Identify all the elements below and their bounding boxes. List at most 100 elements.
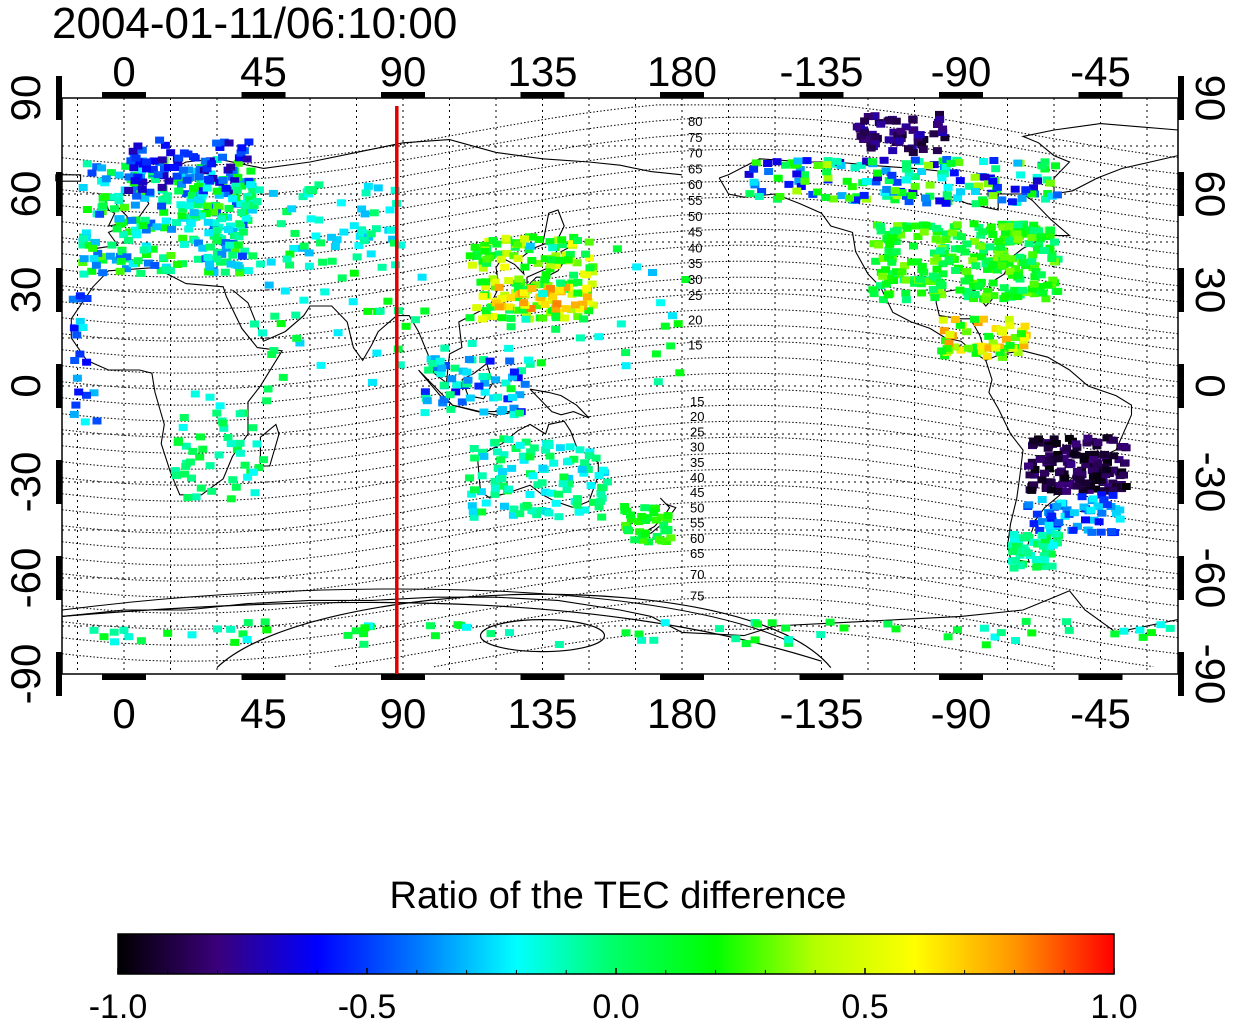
tec-pixel — [502, 249, 512, 257]
tec-pixel — [979, 247, 989, 254]
mag-contour — [61, 104, 1179, 166]
tec-pixel — [435, 357, 445, 365]
coastline — [529, 388, 590, 419]
tec-pixel — [178, 423, 188, 431]
tec-pixel — [496, 408, 506, 415]
tec-pixel — [1052, 502, 1062, 510]
polar-contour — [61, 588, 791, 643]
frame-tick-top — [102, 92, 146, 98]
tec-pixel — [114, 171, 124, 179]
tec-pixel — [580, 506, 590, 514]
tec-pixel — [1008, 255, 1018, 263]
tec-pixel — [908, 149, 918, 156]
tec-pixel — [217, 250, 227, 258]
tec-pixel — [219, 424, 229, 432]
tec-pixel — [333, 329, 343, 337]
tec-pixel — [893, 131, 903, 139]
tec-pixel — [584, 238, 594, 246]
tec-pixel — [482, 259, 491, 267]
frame-tick-bottom — [799, 674, 844, 680]
tec-pixel — [144, 259, 153, 267]
tec-pixel — [891, 248, 901, 256]
tec-pixel — [1019, 333, 1029, 341]
tec-pixel — [1083, 434, 1093, 442]
tec-pixel — [1013, 159, 1023, 167]
tec-pixel — [282, 255, 292, 263]
tec-pixel — [529, 444, 539, 452]
tec-pixel — [1096, 476, 1106, 484]
tec-pixel — [349, 222, 359, 230]
tec-pixel — [430, 632, 440, 640]
tec-pixel — [901, 276, 911, 284]
tec-pixel — [640, 530, 650, 538]
tec-pixel — [932, 265, 942, 273]
tec-pixel — [925, 181, 935, 189]
tec-pixel — [153, 171, 163, 179]
tec-pixel — [513, 240, 522, 248]
tec-pixel — [955, 286, 965, 294]
tec-pixel — [1012, 543, 1021, 550]
tec-pixel — [964, 182, 974, 190]
tec-pixel — [1004, 259, 1014, 267]
tec-pixel — [1077, 493, 1087, 501]
tec-pixel — [500, 263, 510, 271]
tec-pixel — [891, 625, 901, 633]
tec-pixel — [1053, 488, 1063, 495]
tec-pixel — [481, 307, 491, 315]
tec-pixel — [885, 240, 895, 248]
tec-pixel — [860, 129, 869, 137]
tec-pixel — [506, 385, 516, 393]
tec-pixel — [1062, 444, 1072, 452]
tec-pixel — [88, 244, 98, 252]
tec-pixel — [919, 136, 929, 143]
tec-pixel — [1024, 462, 1033, 470]
tec-pixel — [681, 276, 691, 283]
mag-contour — [61, 212, 1179, 278]
tec-pixel — [178, 205, 188, 213]
tec-pixel — [276, 320, 286, 328]
tec-pixel — [142, 165, 151, 173]
tec-pixel — [478, 264, 488, 272]
tec-pixel — [287, 205, 297, 213]
tec-pixel — [1045, 231, 1055, 239]
tec-pixel — [504, 485, 514, 493]
tec-pixel — [137, 185, 147, 193]
tec-pixel — [1030, 466, 1040, 473]
lon-tick-label-top: -45 — [1070, 48, 1131, 95]
tec-pixel — [136, 637, 146, 645]
tec-pixel — [508, 373, 517, 381]
tec-pixel — [976, 242, 986, 250]
tec-pixel — [515, 510, 525, 518]
tec-pixel — [582, 293, 592, 301]
tec-pixel — [560, 314, 570, 322]
tec-pixel — [97, 253, 107, 261]
tec-pixel — [970, 237, 979, 245]
tec-pixel — [1099, 487, 1109, 495]
tec-pixel — [937, 174, 947, 182]
tec-pixel — [891, 238, 901, 245]
tec-pixel — [226, 260, 236, 268]
tec-pixel — [181, 442, 191, 450]
tec-pixel — [888, 147, 898, 155]
tec-pixel — [1051, 530, 1061, 538]
tec-pixel — [573, 278, 583, 286]
tec-pixel — [100, 193, 110, 201]
tec-pixel — [525, 360, 535, 368]
lon-tick-label-top: -90 — [931, 48, 992, 95]
tec-pixel — [544, 509, 554, 517]
tec-pixel — [1029, 184, 1038, 192]
tec-pixel — [385, 206, 395, 214]
tec-pixel — [482, 255, 492, 263]
tec-pixel — [540, 255, 550, 263]
tec-pixel — [569, 455, 579, 463]
tec-pixel — [928, 272, 938, 280]
tec-pixel — [383, 297, 393, 305]
tec-pixel — [463, 376, 473, 384]
tec-pixel — [867, 158, 877, 166]
tec-pixel — [866, 144, 876, 152]
tec-pixel — [554, 513, 564, 521]
tec-pixel — [901, 289, 911, 297]
tec-pixel — [180, 470, 189, 478]
tec-pixel — [557, 241, 567, 249]
tec-pixel — [1010, 286, 1020, 294]
